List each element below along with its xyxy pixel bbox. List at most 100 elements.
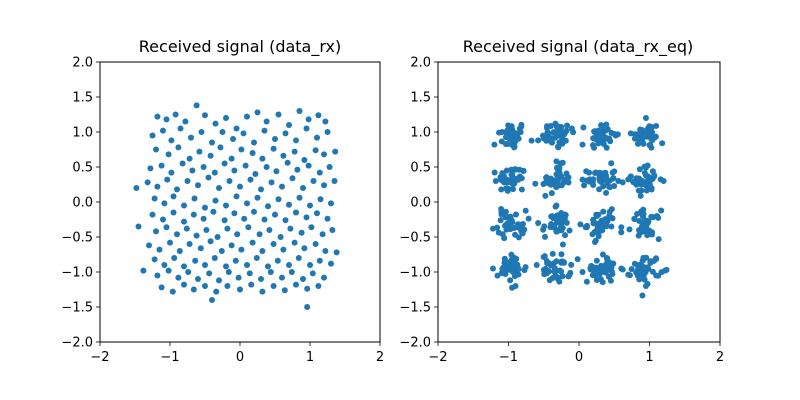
scatter-point	[195, 182, 201, 189]
scatter-point	[224, 283, 231, 289]
y-tick-label: −1.5	[399, 301, 431, 316]
scatter-point	[660, 178, 667, 184]
scatter-point	[277, 234, 284, 240]
scatter-point	[637, 268, 644, 275]
scatter-point	[259, 155, 266, 162]
scatter-point	[275, 196, 282, 203]
scatter-point	[321, 151, 327, 158]
scatter-point	[196, 148, 203, 155]
scatter-point	[590, 220, 597, 227]
scatter-point	[658, 207, 665, 214]
scatter-point	[296, 108, 303, 114]
scatter-point	[216, 277, 222, 284]
scatter-point	[293, 281, 299, 288]
scatter-point	[167, 239, 173, 246]
scatter-point	[181, 263, 187, 270]
scatter-point	[265, 203, 271, 210]
scatter-point	[154, 183, 161, 190]
scatter-point	[558, 251, 565, 258]
scatter-point	[504, 127, 511, 134]
scatter-point	[259, 288, 266, 295]
scatter-point	[270, 283, 277, 289]
scatter-point	[649, 268, 656, 275]
scatter-point	[221, 160, 228, 167]
scatter-point	[510, 136, 517, 143]
x-tick-label: 2	[716, 350, 724, 365]
scatter-point	[641, 169, 648, 176]
scatter-point	[556, 174, 562, 181]
x-tick-label: 1	[645, 350, 653, 365]
scatter-point	[291, 239, 298, 246]
scatter-point	[635, 135, 642, 142]
scatter-point	[286, 262, 292, 268]
scatter-point	[282, 217, 289, 224]
scatter-point	[662, 267, 669, 274]
y-tick-label: −2.0	[399, 336, 431, 351]
scatter-point	[498, 186, 505, 193]
scatter-point	[651, 172, 658, 179]
scatter-point	[253, 255, 260, 261]
scatter-point	[503, 167, 510, 174]
scatter-point	[594, 223, 601, 230]
scatter-point	[170, 209, 177, 216]
scatter-point	[612, 132, 619, 139]
scatter-point	[496, 129, 503, 136]
scatter-point	[238, 146, 245, 153]
y-tick-label: −2.0	[61, 336, 93, 351]
scatter-point	[329, 227, 336, 233]
scatter-point	[272, 136, 278, 142]
scatter-point	[156, 246, 163, 253]
scatter-point	[171, 255, 178, 261]
scatter-point	[163, 224, 170, 231]
scatter-point	[519, 220, 526, 227]
scatter-point	[544, 260, 551, 267]
scatter-point	[164, 176, 171, 183]
scatter-point	[300, 185, 306, 191]
scatter-point	[492, 178, 499, 184]
scatter-point	[234, 231, 241, 238]
scatter-point	[619, 179, 626, 186]
scatter-point	[596, 186, 603, 193]
scatter-point	[291, 148, 298, 155]
scatter-point	[558, 259, 565, 266]
scatter-point	[219, 129, 226, 135]
scatter-point	[628, 266, 635, 273]
scatter-point	[556, 278, 563, 285]
scatter-point	[268, 179, 275, 186]
chart-title: Received signal (data_rx)	[139, 37, 341, 57]
y-tick-label: 1.0	[410, 126, 431, 141]
scatter-point	[584, 177, 591, 184]
scatter-point	[191, 195, 198, 202]
scatter-point	[606, 212, 613, 219]
scatter-point	[602, 127, 609, 134]
scatter-point	[602, 266, 609, 273]
scatter-point	[315, 112, 322, 119]
chart-title: Received signal (data_rx_eq)	[463, 37, 693, 57]
scatter-point	[653, 255, 660, 262]
scatter-point	[552, 129, 559, 136]
scatter-point	[308, 224, 315, 231]
scatter-point	[625, 176, 632, 183]
scatter-point	[198, 129, 205, 135]
scatter-point	[307, 202, 313, 209]
scatter-point	[314, 134, 320, 141]
scatter-point	[322, 248, 329, 254]
x-tick-label: −2	[90, 350, 109, 365]
scatter-point	[332, 148, 339, 155]
scatter-point	[153, 146, 159, 153]
scatter-point	[593, 257, 600, 264]
scatter-point	[602, 220, 609, 227]
scatter-point	[639, 223, 646, 230]
scatter-point	[515, 221, 522, 228]
scatter-point	[494, 272, 501, 279]
scatter-point	[165, 267, 172, 274]
scatter-point	[602, 169, 609, 176]
scatter-point	[588, 263, 595, 270]
scatter-point	[233, 193, 240, 200]
scatter-point	[294, 166, 301, 173]
scatter-point	[563, 219, 570, 226]
scatter-point	[304, 304, 311, 310]
scatter-point	[245, 224, 252, 231]
scatter-point	[221, 217, 228, 224]
scatter-point	[179, 160, 186, 167]
